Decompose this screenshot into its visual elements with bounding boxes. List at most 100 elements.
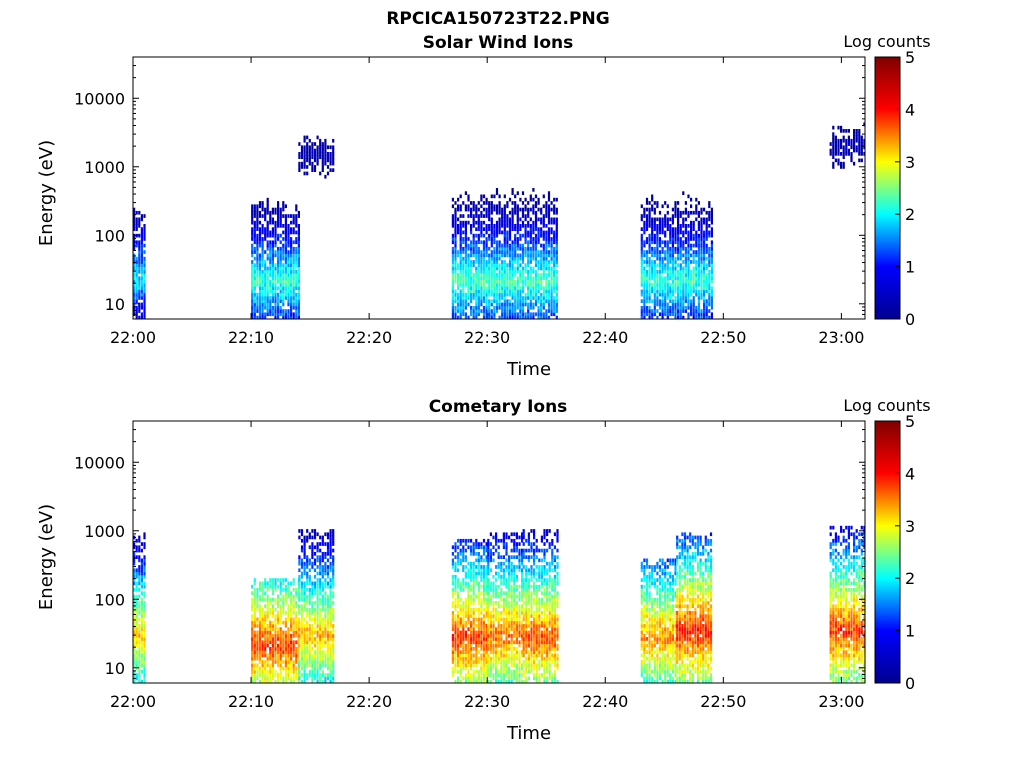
spectrogram-cell: [527, 246, 530, 251]
spectrogram-cell: [664, 279, 667, 284]
spectrogram-cell: [553, 302, 556, 307]
spectrogram-cell: [511, 283, 514, 287]
spectrogram-cell: [135, 289, 138, 294]
spectrogram-cell: [470, 568, 473, 573]
spectrogram-cell: [475, 227, 478, 231]
spectrogram-cell: [697, 289, 700, 294]
spectrogram-cell: [253, 230, 256, 235]
spectrogram-cell: [324, 594, 327, 599]
spectrogram-cell: [279, 604, 282, 609]
spectrogram-cell: [692, 220, 695, 225]
spectrogram-cell: [705, 305, 708, 310]
spectrogram-cell: [542, 299, 545, 303]
spectrogram-cell: [487, 594, 490, 599]
spectrogram-cell: [266, 210, 269, 215]
spectrogram-cell: [687, 312, 690, 317]
spectrogram-cell: [700, 217, 703, 222]
spectrogram-cell: [690, 312, 693, 317]
spectrogram-cell: [297, 666, 300, 671]
spectrogram-cell: [534, 237, 538, 241]
spectrogram-cell: [332, 548, 335, 553]
spectrogram-cell: [271, 647, 274, 651]
spectrogram-cell: [682, 283, 685, 287]
spectrogram-cell: [133, 568, 136, 573]
spectrogram-cell: [138, 548, 141, 553]
spectrogram-cell: [470, 201, 473, 205]
spectrogram-cell: [451, 305, 454, 310]
spectrogram-cell: [308, 601, 311, 605]
spectrogram-cell: [274, 650, 277, 654]
spectrogram-cell: [264, 269, 267, 274]
spectrogram-cell: [542, 312, 545, 317]
spectrogram-cell: [292, 230, 295, 235]
spectrogram-cell: [542, 194, 545, 199]
spectrogram-cell: [287, 604, 290, 609]
spectrogram-cell: [266, 302, 269, 307]
spectrogram-cell: [292, 217, 295, 222]
spectrogram-cell: [516, 296, 519, 300]
spectrogram-cell: [258, 276, 262, 281]
spectrogram-cell: [840, 145, 843, 150]
spectrogram-cell: [140, 214, 143, 218]
spectrogram-cell: [519, 243, 522, 248]
spectrogram-cell: [489, 601, 492, 605]
spectrogram-cell: [279, 286, 282, 290]
spectrogram-cell: [480, 204, 483, 209]
spectrogram-cell: [470, 263, 473, 267]
spectrogram-cell: [651, 237, 654, 241]
spectrogram-cell: [253, 591, 256, 595]
spectrogram-cell: [319, 656, 322, 661]
spectrogram-cell: [279, 607, 282, 612]
spectrogram-cell: [489, 624, 492, 628]
spectrogram-cell: [492, 545, 495, 550]
spectrogram-cell: [640, 253, 643, 258]
spectrogram-cell: [303, 604, 306, 609]
spectrogram-cell: [256, 210, 259, 215]
spectrogram-cell: [451, 637, 454, 641]
spectrogram-cell: [256, 302, 259, 307]
spectrogram-cell: [462, 260, 465, 264]
spectrogram-cell: [298, 611, 301, 615]
spectrogram-cell: [277, 305, 280, 310]
spectrogram-cell: [143, 309, 146, 313]
spectrogram-cell: [498, 283, 501, 287]
spectrogram-cell: [138, 309, 141, 313]
spectrogram-cell: [258, 633, 262, 638]
spectrogram-cell: [475, 315, 478, 320]
spectrogram-cell: [332, 532, 335, 537]
spectrogram-cell: [258, 669, 262, 674]
spectrogram-cell: [266, 233, 269, 238]
spectrogram-cell: [457, 656, 460, 661]
spectrogram-cell: [508, 220, 512, 225]
spectrogram-cell: [292, 588, 295, 592]
spectrogram-cell: [519, 217, 522, 222]
spectrogram-cell: [258, 243, 262, 248]
spectrogram-cell: [321, 597, 324, 602]
spectrogram-cell: [485, 640, 488, 645]
spectrogram-cell: [480, 273, 483, 277]
spectrogram-cell: [674, 289, 677, 294]
spectrogram-cell: [514, 299, 517, 303]
spectrogram-cell: [700, 263, 703, 267]
spectrogram-cell: [274, 227, 277, 231]
spectrogram-cell: [264, 640, 267, 645]
spectrogram-cell: [140, 260, 143, 264]
spectrogram-cell: [277, 601, 280, 605]
spectrogram-cell: [287, 227, 290, 231]
spectrogram-cell: [282, 630, 285, 635]
spectrogram-cell: [324, 637, 327, 641]
spectrogram-cell: [459, 214, 462, 218]
spectrogram-cell: [508, 253, 512, 258]
spectrogram-cell: [490, 210, 493, 215]
spectrogram-cell: [501, 207, 504, 212]
spectrogram-cell: [133, 296, 136, 300]
spectrogram-cell: [303, 676, 306, 681]
spectrogram-cell: [695, 286, 698, 290]
spectrogram-cell: [664, 292, 667, 297]
spectrogram-cell: [282, 660, 285, 664]
spectrogram-cell: [264, 578, 267, 582]
spectrogram-cell: [329, 630, 332, 635]
spectrogram-cell: [508, 679, 511, 684]
spectrogram-cell: [284, 611, 287, 615]
spectrogram-cell: [555, 302, 558, 307]
